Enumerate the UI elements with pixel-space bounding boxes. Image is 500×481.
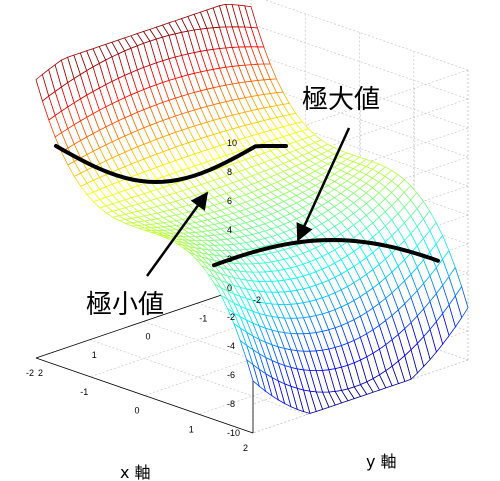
annotation-local-max: 極大値 bbox=[302, 85, 380, 115]
z-tick-label: 2 bbox=[227, 254, 232, 264]
z-tick-label: 6 bbox=[227, 196, 232, 206]
y-tick-label: 1 bbox=[92, 350, 97, 360]
y-tick-label: 2 bbox=[38, 368, 43, 378]
z-tick-label: -4 bbox=[227, 341, 235, 351]
grid-line bbox=[264, 0, 469, 71]
x-tick-label: -2 bbox=[26, 368, 34, 378]
x-tick-label: 0 bbox=[135, 406, 140, 416]
axis-edge bbox=[35, 284, 252, 359]
x-tick-label: 1 bbox=[189, 424, 194, 434]
y-tick-label: 0 bbox=[146, 332, 151, 342]
z-tick-label: -8 bbox=[227, 399, 235, 409]
local-min-curve bbox=[54, 144, 288, 185]
x-axis-label: x 軸 bbox=[120, 463, 151, 481]
arrow-to-max bbox=[296, 127, 351, 242]
local-max-curve bbox=[212, 238, 440, 268]
y-tick-label: -2 bbox=[253, 295, 261, 305]
z-tick-label: -10 bbox=[227, 428, 240, 438]
z-tick-label: 8 bbox=[227, 167, 232, 177]
z-tick-label: 4 bbox=[227, 225, 232, 235]
y-tick-label: -1 bbox=[199, 313, 207, 323]
z-tick-label: 0 bbox=[227, 283, 232, 293]
y-axis-label: y 軸 bbox=[366, 452, 397, 471]
z-tick-label: 10 bbox=[227, 138, 237, 148]
surface-cell bbox=[35, 73, 50, 102]
axis-edge bbox=[35, 357, 254, 434]
annotation-local-min: 極小値 bbox=[86, 290, 164, 320]
x-tick-label: -1 bbox=[80, 387, 88, 397]
surface-mesh bbox=[35, 3, 469, 414]
x-tick-label: 2 bbox=[243, 443, 248, 453]
extremum-curves bbox=[54, 127, 440, 277]
z-tick-label: -2 bbox=[227, 312, 235, 322]
z-tick-label: -6 bbox=[227, 370, 235, 380]
arrow-to-min bbox=[145, 191, 209, 277]
